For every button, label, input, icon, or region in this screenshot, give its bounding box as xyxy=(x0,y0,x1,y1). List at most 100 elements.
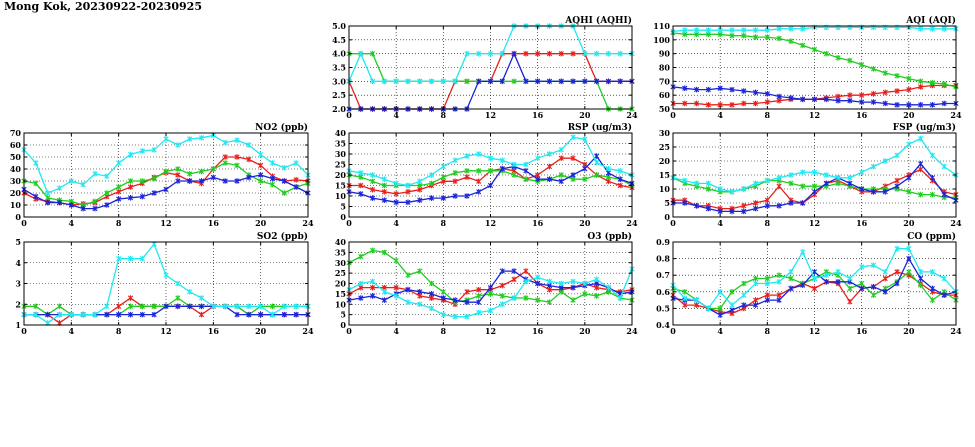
data-point xyxy=(139,193,145,200)
data-point xyxy=(428,78,435,85)
data-point xyxy=(234,303,240,310)
data-point xyxy=(594,153,600,159)
y-tick-label: 20 xyxy=(335,170,347,180)
data-point xyxy=(906,245,912,252)
data-point xyxy=(741,302,747,308)
data-point xyxy=(127,255,134,262)
data-point xyxy=(594,276,600,283)
data-point xyxy=(464,153,470,159)
data-point xyxy=(381,182,387,189)
data-point xyxy=(381,289,387,295)
data-point xyxy=(859,285,865,292)
data-point xyxy=(823,172,829,178)
data-point xyxy=(151,303,157,310)
data-point xyxy=(92,205,98,212)
data-point xyxy=(918,166,924,173)
data-point xyxy=(741,208,747,215)
data-point xyxy=(499,293,505,299)
data-point xyxy=(464,78,470,85)
data-point xyxy=(870,66,877,72)
data-point xyxy=(499,165,505,172)
data-point xyxy=(452,170,458,176)
data-point xyxy=(752,280,759,287)
data-point xyxy=(187,171,193,177)
data-point xyxy=(139,178,145,184)
data-point xyxy=(558,178,564,185)
data-point xyxy=(381,297,387,303)
data-point xyxy=(693,27,700,33)
data-point xyxy=(393,180,399,187)
data-point xyxy=(487,168,494,174)
data-point xyxy=(823,272,829,278)
data-point xyxy=(605,284,612,291)
y-tick-label: 50 xyxy=(10,152,22,162)
data-point xyxy=(764,177,770,184)
data-point xyxy=(800,183,806,189)
data-point xyxy=(729,208,735,215)
data-point xyxy=(870,189,877,195)
data-point xyxy=(535,176,541,182)
data-point xyxy=(45,195,51,201)
data-point xyxy=(381,176,387,182)
data-point xyxy=(729,189,735,195)
data-point xyxy=(811,269,818,275)
data-point xyxy=(139,311,145,318)
y-tick-label: 10 xyxy=(335,299,347,309)
data-point xyxy=(523,50,529,57)
data-point xyxy=(33,180,39,187)
data-point xyxy=(741,27,747,33)
data-point xyxy=(487,182,494,189)
x-tick-label: 0 xyxy=(346,110,352,120)
data-point xyxy=(870,90,877,97)
data-point xyxy=(741,32,747,39)
y-tick-label: 5.0 xyxy=(332,21,346,31)
data-point xyxy=(45,311,51,318)
data-point xyxy=(941,163,947,170)
data-point xyxy=(281,165,287,171)
x-tick-label: 8 xyxy=(441,218,447,228)
data-point xyxy=(906,255,912,262)
data-point xyxy=(859,280,865,287)
x-tick-label: 4 xyxy=(69,326,75,336)
y-tick-label: 35 xyxy=(335,247,346,257)
data-point xyxy=(511,295,517,301)
y-tick-label: 0.6 xyxy=(656,287,670,297)
data-point xyxy=(894,152,900,159)
data-point xyxy=(127,184,134,190)
data-point xyxy=(127,295,134,301)
data-point xyxy=(894,177,900,184)
x-tick-label: 8 xyxy=(441,326,447,336)
data-point xyxy=(693,180,700,187)
data-point xyxy=(811,285,818,292)
data-point xyxy=(847,92,853,98)
data-point xyxy=(487,284,494,291)
x-tick-label: 20 xyxy=(579,110,591,120)
x-tick-label: 8 xyxy=(116,326,122,336)
data-point xyxy=(92,198,98,205)
y-tick-label: 4.5 xyxy=(332,35,346,45)
data-point xyxy=(570,50,576,57)
y-tick-label: 2.0 xyxy=(332,104,346,114)
data-point xyxy=(570,78,576,85)
data-point xyxy=(918,135,924,142)
data-point xyxy=(870,163,877,170)
y-tick-label: 30 xyxy=(10,176,22,186)
data-point xyxy=(428,195,435,201)
data-point xyxy=(705,186,711,192)
x-tick-label: 0 xyxy=(346,218,352,228)
data-point xyxy=(222,139,228,146)
x-tick-label: 8 xyxy=(116,218,122,228)
data-point xyxy=(523,278,529,285)
data-point xyxy=(717,305,723,312)
chart-title: NO2 (ppb) xyxy=(255,122,308,133)
data-point xyxy=(116,303,122,310)
y-tick-label: 2 xyxy=(15,299,21,309)
data-point xyxy=(104,202,110,208)
data-point xyxy=(582,280,588,287)
data-point xyxy=(417,289,423,295)
data-point xyxy=(764,203,770,209)
data-point xyxy=(369,78,376,85)
data-point xyxy=(452,313,458,320)
y-tick-label: 0 xyxy=(664,212,670,222)
